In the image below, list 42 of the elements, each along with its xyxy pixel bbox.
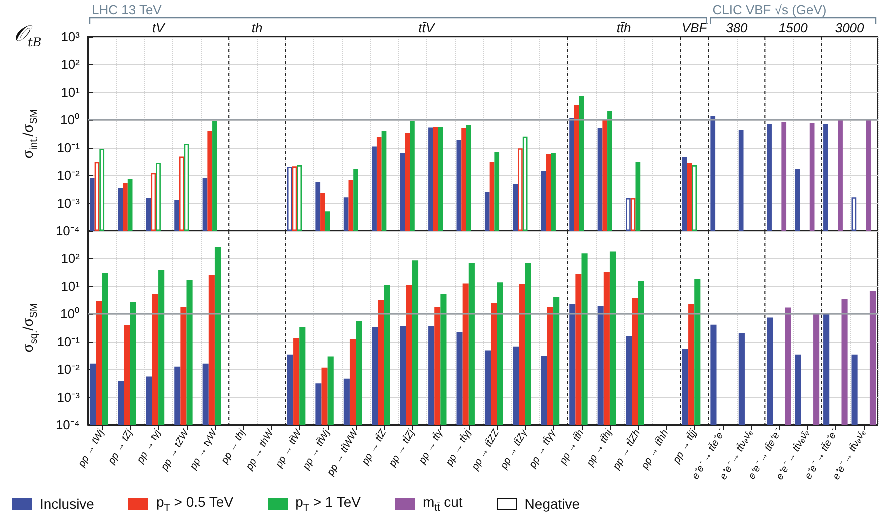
y-tick-label: 10¹ (61, 84, 81, 100)
y-tick-label: 10⁰ (60, 112, 80, 128)
x-tick-label: pp → tt̄h (557, 428, 587, 468)
text: 1500 (778, 20, 809, 36)
x-tick-label: pp → tt̄γ (416, 427, 446, 467)
x-tick-label: pp → tt̄Z (360, 427, 390, 468)
legend-label: Negative (524, 496, 580, 512)
x-tick-label: pp → tZj (106, 428, 136, 468)
chart-title: 𝒪$_{tB}$ (14, 22, 42, 50)
x-tick-label: pp → tt̄W (273, 426, 306, 471)
y-tick-label: 10⁻² (57, 168, 81, 184)
legend-label: Inclusive (40, 496, 94, 512)
y-tick-label: 10² (61, 251, 81, 266)
y-tick-label: 10³ (61, 30, 81, 44)
y-tick-label: 10¹ (61, 278, 81, 294)
y-tick-label: 10⁻¹ (57, 334, 81, 350)
x-tick-label: pp → tt̄hj (584, 427, 616, 470)
legend-label: m$_{tt̄}$ cut (422, 494, 463, 514)
x-tick-label: pp → tt̄hh (639, 428, 672, 472)
x-tick-label: pp → tt̄Zj (386, 427, 418, 470)
text: th (252, 20, 263, 36)
text: tt̄h (616, 20, 632, 36)
text: VBF (682, 20, 708, 36)
y-tick-label: 10⁰ (60, 306, 80, 322)
x-tick-label: pp → tt̄γj (444, 427, 474, 469)
text: LHC 13 TeV (92, 2, 162, 18)
x-tick-label: pp → tt̄jj (670, 427, 700, 466)
x-tick-label: pp → tγj (134, 428, 164, 466)
text: CLIC VBF √s (GeV) (712, 2, 827, 18)
x-tick-label: pp → thj (219, 428, 248, 467)
y-tick-label: 10⁻² (57, 362, 81, 378)
text: 380 (726, 20, 749, 36)
y-tick-label: 10⁻³ (57, 390, 81, 405)
legend-label: p$_{T}$ > 0.5 TeV (156, 494, 234, 514)
y-tick-label: 10⁻³ (57, 196, 81, 211)
text: tV (152, 20, 166, 36)
text: 3000 (835, 20, 866, 36)
y-tick-label: 10² (61, 57, 81, 72)
y-tick-label: 10⁻⁴ (56, 224, 80, 238)
text: tt̄V (418, 20, 436, 36)
y-tick-label: 10⁻¹ (57, 140, 81, 156)
legend-label: p$_{T}$ > 1 TeV (296, 494, 361, 514)
